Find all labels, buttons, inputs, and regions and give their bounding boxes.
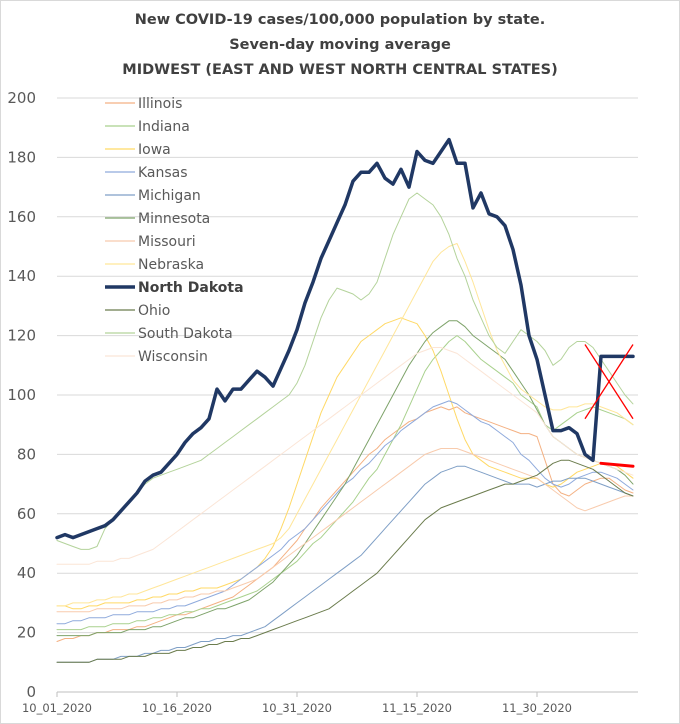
annotation-cross-stroke-b	[584, 344, 634, 420]
x-tick-label-3: 11_15_2020	[382, 701, 452, 715]
legend-label-north-dakota: North Dakota	[138, 280, 244, 296]
y-tick-label-40: 40	[17, 564, 36, 582]
legend-label-illinois: Illinois	[138, 96, 182, 112]
legend-label-kansas: Kansas	[138, 165, 188, 181]
legend-label-iowa: Iowa	[138, 142, 171, 158]
legend-label-wisconsin: Wisconsin	[138, 349, 208, 365]
y-tick-label-0: 0	[26, 683, 36, 701]
chart-title-line-2: Seven-day moving average	[229, 37, 451, 53]
annotation-red-line-1	[599, 461, 635, 468]
legend-label-nebraska: Nebraska	[138, 257, 204, 273]
chart-title-line-3: MIDWEST (EAST AND WEST NORTH CENTRAL STA…	[122, 62, 558, 78]
x-tick-label-0: 10_01_2020	[22, 701, 92, 715]
series-line-missouri	[56, 448, 634, 613]
series-line-south-dakota	[56, 192, 634, 550]
legend-label-missouri: Missouri	[138, 234, 196, 250]
y-tick-label-20: 20	[17, 624, 36, 642]
series-line-nebraska	[56, 243, 634, 607]
series-line-minnesota	[56, 320, 634, 637]
x-tick-label-2: 10_31_2020	[262, 701, 332, 715]
series-line-kansas	[56, 400, 634, 625]
chart-title-line-1: New COVID-19 cases/100,000 population by…	[134, 12, 546, 28]
y-tick-label-100: 100	[7, 386, 36, 404]
series-line-indiana	[56, 335, 634, 631]
series-line-north-dakota	[55, 137, 635, 540]
y-tick-label-160: 160	[7, 208, 36, 226]
y-tick-label-60: 60	[17, 505, 36, 523]
x-tick-label-1: 10_16_2020	[142, 701, 212, 715]
y-tick-label-80: 80	[17, 445, 36, 463]
legend-label-minnesota: Minnesota	[138, 211, 210, 227]
x-tick-label-4: 11_30_2020	[502, 701, 572, 715]
y-tick-label-180: 180	[7, 148, 36, 166]
legend-label-michigan: Michigan	[138, 188, 201, 204]
y-tick-label-120: 120	[7, 327, 36, 345]
y-tick-label-140: 140	[7, 267, 36, 285]
series-line-ohio	[56, 459, 634, 663]
legend-label-south-dakota: South Dakota	[138, 326, 233, 342]
series-line-illinois	[56, 406, 634, 642]
series-line-wisconsin	[56, 347, 634, 565]
legend-label-indiana: Indiana	[138, 119, 190, 135]
legend-label-ohio: Ohio	[138, 303, 170, 319]
y-tick-label-200: 200	[7, 89, 36, 107]
